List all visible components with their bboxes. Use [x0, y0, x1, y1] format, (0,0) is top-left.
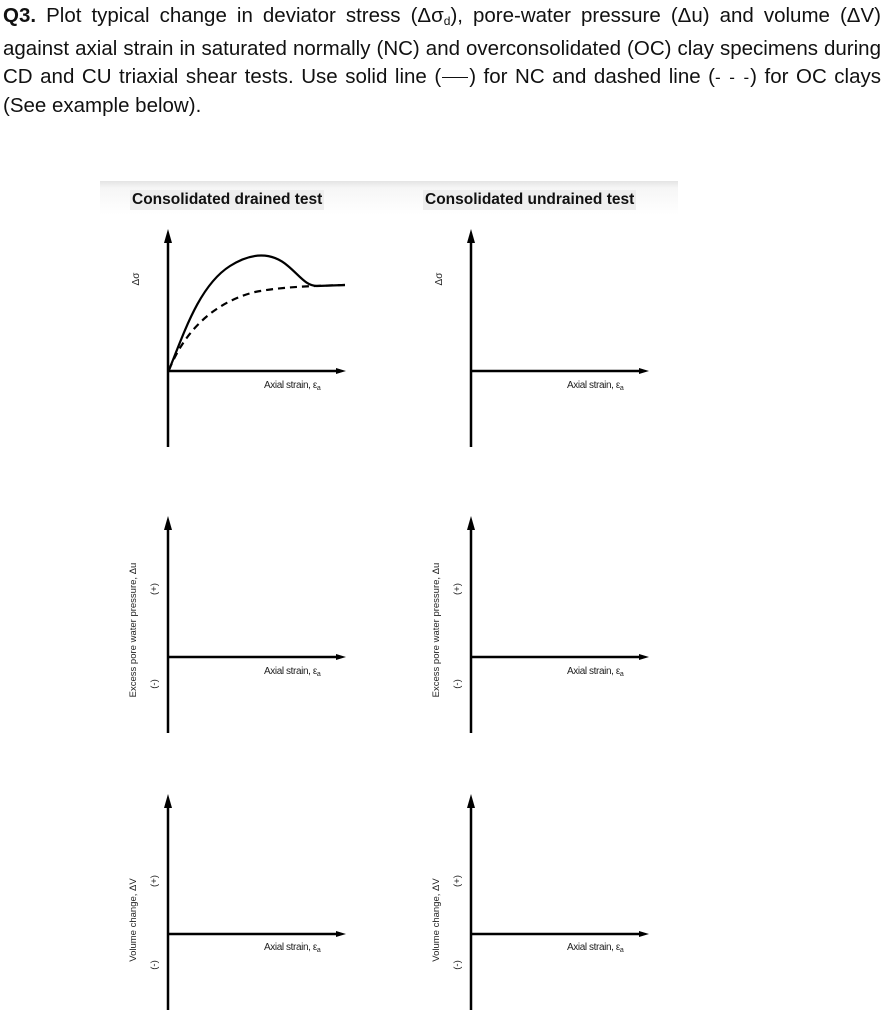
y-axis-arrow [164, 229, 172, 243]
stress-axis-label: Δσ [131, 272, 142, 286]
y-axis-arrow [164, 516, 172, 530]
x-axis-arrow [639, 368, 649, 374]
oc-example-curve [167, 283, 346, 371]
positive-sign: (+) [452, 583, 463, 595]
negative-sign: (-) [452, 679, 463, 689]
cd-test-heading: Consolidated drained test [130, 190, 325, 210]
x-axis-arrow [336, 931, 346, 937]
x-axis-label: Axial strain, εa [567, 942, 624, 954]
pore-pressure-axis-label: Excess pore water pressure, Δu [128, 563, 139, 698]
x-axis-label: Axial strain, εa [567, 380, 624, 392]
question-text-part: ) for NC and dashed line ( [469, 65, 716, 88]
x-axis-arrow [336, 368, 346, 374]
question-number: Q3. [3, 4, 37, 27]
solid-line-sample [442, 77, 469, 79]
volume-axis-label: Volume change, ΔV [128, 878, 139, 962]
positive-sign: (+) [149, 583, 160, 595]
cu-stress-plot: Δσ Axial strain, εa [434, 229, 649, 447]
question-text-part: ), pore-water pressure (Δu) and volume (… [3, 4, 881, 88]
cd-stress-plot: Δσ Axial strain, εa [131, 229, 346, 447]
question-subscript: d [443, 14, 451, 28]
y-axis-arrow [467, 516, 475, 530]
y-axis-arrow [467, 794, 475, 808]
x-axis-arrow [639, 931, 649, 937]
x-axis-label: Axial strain, εa [264, 380, 321, 392]
negative-sign: (-) [149, 679, 160, 689]
question-text-part: ) for OC clays (See example below). [3, 65, 881, 117]
x-axis-arrow [639, 654, 649, 660]
cu-volume-change-plot: Volume change, ΔV (+) (-) Axial strain, … [431, 794, 649, 1010]
dashed-line-sample: - - - [715, 68, 751, 87]
pore-pressure-axis-label: Excess pore water pressure, Δu [431, 563, 442, 698]
y-axis-arrow [164, 794, 172, 808]
positive-sign: (+) [149, 875, 160, 887]
volume-axis-label: Volume change, ΔV [431, 878, 442, 962]
x-axis-label: Axial strain, εa [567, 666, 624, 678]
question-text-part: Plot typical change in deviator stress (… [36, 4, 444, 27]
positive-sign: (+) [452, 875, 463, 887]
x-axis-label: Axial strain, εa [264, 666, 321, 678]
negative-sign: (-) [452, 960, 463, 970]
x-axis-label: Axial strain, εa [264, 942, 321, 954]
negative-sign: (-) [149, 960, 160, 970]
y-axis-arrow [467, 229, 475, 243]
cd-pore-pressure-plot: Excess pore water pressure, Δu (+) (-) A… [128, 516, 346, 733]
stress-axis-label: Δσ [434, 272, 445, 286]
x-axis-arrow [336, 654, 346, 660]
question-text: Q3. Plot typical change in deviator stre… [3, 2, 881, 120]
nc-example-curve [167, 254, 346, 371]
cd-volume-change-plot: Volume change, ΔV (+) (-) Axial strain, … [128, 794, 346, 1010]
cu-test-heading: Consolidated undrained test [423, 190, 637, 210]
cu-pore-pressure-plot: Excess pore water pressure, Δu (+) (-) A… [431, 516, 649, 733]
